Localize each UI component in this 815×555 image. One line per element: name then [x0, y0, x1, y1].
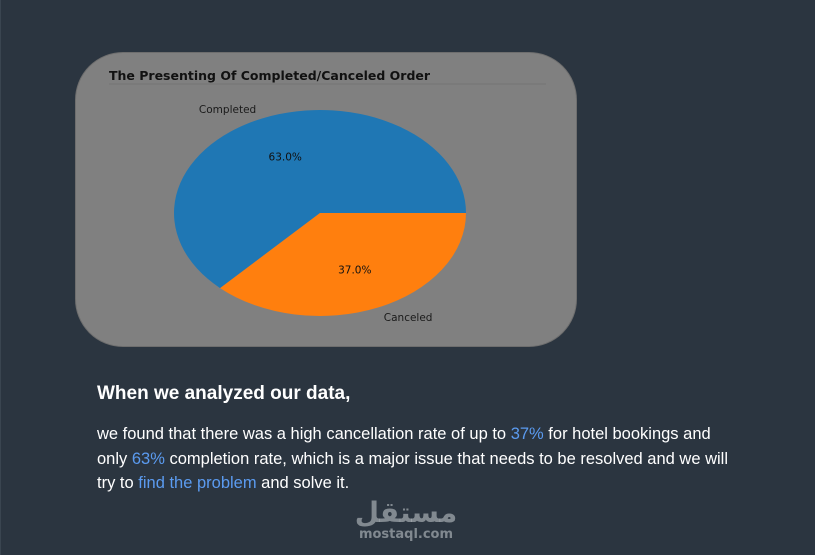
analysis-paragraph: we found that there was a high cancellat…	[97, 422, 737, 496]
pie-slice-canceled	[220, 213, 466, 316]
pct-label-canceled: 37.0%	[338, 265, 371, 277]
paragraph-part: for hotel bookings and only	[97, 425, 711, 468]
chart-title: The Presenting Of Completed/Canceled Ord…	[109, 68, 431, 83]
completion-rate-highlight: 63%	[131, 449, 165, 468]
chart-card: The Presenting Of Completed/Canceled Ord…	[75, 52, 577, 347]
watermark-url: mostaql.com	[358, 527, 454, 542]
pie-slices	[174, 110, 466, 316]
category-label-canceled: Canceled	[384, 312, 433, 324]
pie-labels: 63.0% Completed 37.0% Canceled	[199, 104, 433, 324]
pie-chart: The Presenting Of Completed/Canceled Ord…	[109, 68, 546, 324]
watermark-logo: مستقل	[354, 496, 458, 529]
watermark: مستقل mostaql.com	[331, 498, 481, 548]
find-problem-highlight: find the problem	[138, 474, 257, 492]
pct-label-completed: 63.0%	[269, 151, 302, 163]
paragraph-part: and solve it.	[256, 474, 350, 492]
paragraph-part: completion rate, which is a major issue …	[97, 449, 729, 493]
category-label-completed: Completed	[199, 104, 256, 116]
pie-slice-completed	[174, 110, 466, 289]
headline: When we analyzed our data,	[97, 383, 351, 404]
cancellation-rate-highlight: 37%	[510, 425, 544, 443]
paragraph-part: we found that there was a high cancellat…	[97, 425, 511, 443]
